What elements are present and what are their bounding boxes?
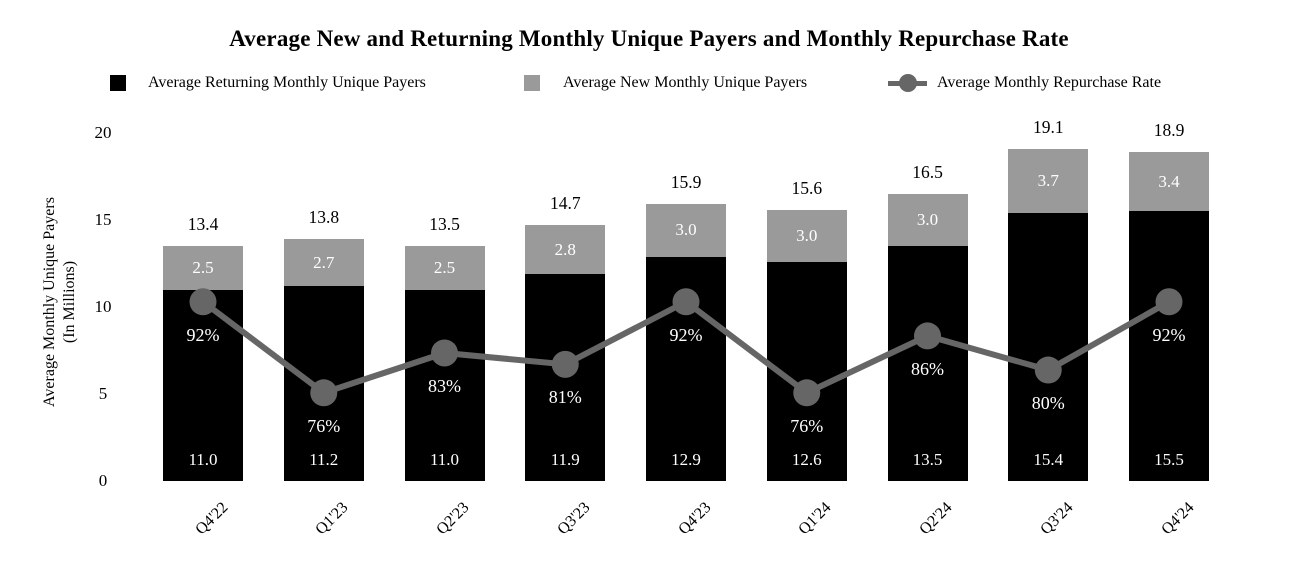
returning-value-label: 11.0 [188, 450, 218, 469]
total-label: 15.6 [791, 177, 823, 198]
new-value-label: 3.7 [1037, 170, 1059, 190]
new-bar-segment [163, 246, 243, 290]
rate-value-label: 76% [790, 415, 824, 436]
new-bar-segment [1129, 152, 1209, 212]
rate-value-label: 92% [1152, 324, 1186, 345]
rate-marker [551, 350, 579, 378]
x-axis-label: Q1'23 [312, 499, 352, 539]
x-axis-label: Q1'24 [795, 499, 835, 539]
legend-item-new-payers: Average New Monthly Unique Payers [524, 72, 807, 94]
rate-marker [189, 288, 217, 316]
returning-bar-segment [1008, 213, 1089, 481]
legend-item-repurchase-rate: Average Monthly Repurchase Rate [888, 72, 1161, 94]
returning-bar-segment [1129, 211, 1209, 481]
returning-value-label: 11.2 [309, 450, 339, 469]
new-payers-swatch-icon [524, 75, 540, 91]
returning-value-label: 13.5 [912, 450, 943, 469]
total-label: 16.5 [912, 161, 943, 182]
returning-payers-swatch-icon [110, 75, 126, 91]
new-bar-segment [766, 209, 847, 262]
y-axis-tick: 15 [94, 210, 112, 229]
x-axis-label: Q3'23 [554, 499, 594, 539]
total-label: 14.7 [549, 193, 581, 214]
y-axis-tick: 5 [98, 384, 108, 403]
legend-label-new-payers: Average New Monthly Unique Payers [563, 74, 808, 91]
new-bar-segment [646, 204, 726, 257]
new-bar-segment [283, 239, 364, 287]
returning-value-label: 11.0 [429, 450, 460, 469]
y-axis-tick: 10 [94, 297, 112, 316]
new-value-label: 2.7 [313, 252, 335, 272]
new-bar-segment [404, 246, 485, 290]
total-label: 18.9 [1153, 120, 1185, 141]
total-label: 13.4 [187, 214, 219, 235]
returning-bar-segment [887, 246, 968, 481]
new-bar-segment [887, 193, 968, 247]
total-label: 13.8 [308, 207, 340, 228]
x-axis-label: Q4'22 [191, 499, 232, 539]
rate-marker [793, 379, 821, 407]
chart-title: Average New and Returning Monthly Unique… [229, 26, 1069, 51]
returning-value-label: 12.6 [791, 450, 822, 469]
total-label: 15.9 [670, 172, 702, 193]
new-value-label: 2.5 [192, 257, 214, 277]
rate-marker [672, 288, 700, 316]
x-axis-label: Q3'24 [1037, 499, 1077, 539]
rate-marker [310, 379, 338, 407]
legend-label-repurchase-rate: Average Monthly Repurchase Rate [937, 74, 1162, 91]
repurchase-rate-line [189, 288, 1183, 407]
rate-marker [914, 322, 941, 350]
y-axis-tick: 20 [94, 123, 112, 142]
returning-value-label: 12.9 [671, 450, 701, 469]
rate-marker [1155, 288, 1183, 316]
returning-value-label: 15.5 [1154, 450, 1184, 469]
new-value-label: 3.4 [1158, 171, 1180, 191]
new-value-label: 2.8 [554, 239, 576, 259]
rate-value-label: 80% [1031, 393, 1065, 414]
new-value-label: 2.5 [433, 257, 456, 277]
repurchase-rate-line-marker-icon [888, 74, 927, 92]
rate-value-label: 92% [669, 324, 703, 345]
rate-marker [431, 339, 458, 367]
total-label: 13.5 [429, 214, 460, 235]
x-axis-label: Q2'23 [433, 499, 473, 539]
rate-value-label: 92% [186, 324, 220, 345]
x-axis-label: Q4'23 [674, 499, 715, 539]
new-value-label: 3.0 [796, 225, 818, 245]
new-bar-segment [1008, 148, 1089, 214]
x-axis-label: Q2'24 [916, 499, 956, 539]
new-value-label: 3.0 [916, 210, 939, 229]
returning-value-label: 15.4 [1033, 450, 1064, 469]
total-label: 19.1 [1032, 116, 1064, 137]
plot-area: 13.4 2.5 11.0 92% 13.8 2.7 11.2 76% 13.5 2.5 11.0 8… [0, 117, 1298, 481]
x-axis-label: Q4'24 [1157, 499, 1198, 539]
new-value-label: 3.0 [675, 220, 697, 240]
rate-value-label: 83% [428, 375, 461, 396]
rate-marker [1034, 356, 1062, 384]
legend-label-returning-payers: Average Returning Monthly Unique Payers [148, 74, 426, 91]
rate-value-label: 76% [307, 415, 341, 436]
legend-item-returning-payers: Average Returning Monthly Unique Payers [110, 72, 426, 94]
rate-value-label: 81% [548, 387, 582, 408]
new-bar-segment [525, 225, 606, 274]
rate-value-label: 86% [911, 358, 944, 379]
y-axis-tick: 0 [98, 471, 108, 490]
returning-value-label: 11.9 [550, 450, 580, 469]
returning-bar-segment [404, 289, 485, 481]
